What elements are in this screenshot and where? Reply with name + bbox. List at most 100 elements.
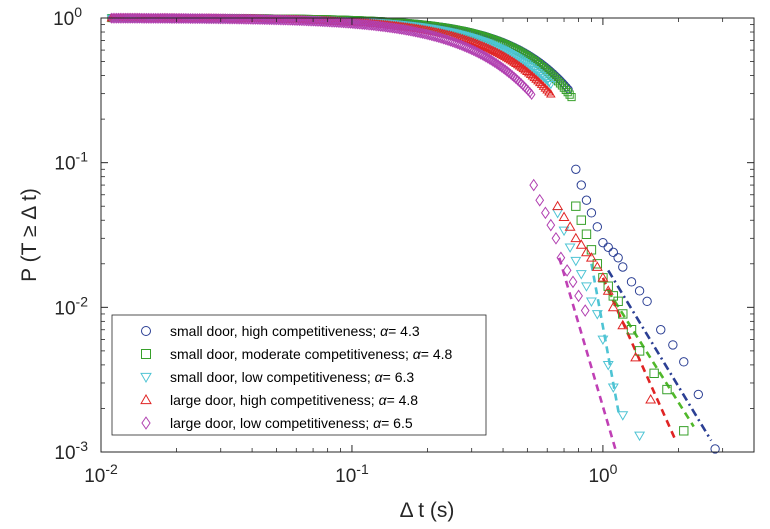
cloud-marker <box>496 60 504 72</box>
cloud-marker <box>476 40 486 49</box>
cloud-marker <box>121 12 130 24</box>
cloud-marker <box>344 17 353 29</box>
data-point-series-2 <box>618 309 628 319</box>
cloud-marker <box>109 12 117 24</box>
data-point-series-2 <box>571 201 581 211</box>
cloud-marker <box>482 51 490 63</box>
cloud-marker <box>341 17 350 29</box>
cloud-marker <box>216 13 225 25</box>
data-point-series-1 <box>586 208 597 218</box>
cloud-marker <box>125 12 133 24</box>
legend-entry-2: small door, moderate competitiveness; α=… <box>170 346 453 362</box>
cloud-marker <box>529 72 540 82</box>
data-point-series-2 <box>613 296 623 307</box>
data-point-series-1 <box>656 325 666 335</box>
data-point-series-3 <box>607 383 619 393</box>
cloud-marker <box>130 12 139 24</box>
cloud-marker <box>505 55 516 64</box>
cloud-marker <box>329 16 337 28</box>
cloud-marker <box>230 13 239 25</box>
x-tick-label: 10-2 <box>84 461 118 487</box>
x-axis-label: Δ t (s) <box>400 499 455 522</box>
cloud-marker <box>497 61 506 73</box>
cloud-marker <box>512 59 523 69</box>
cloud-marker <box>209 13 218 25</box>
cloud-marker <box>300 15 309 27</box>
data-point-series-2 <box>576 215 586 225</box>
cloud-marker <box>149 12 158 24</box>
cloud-marker <box>498 50 508 60</box>
cloud-marker <box>191 12 200 25</box>
cloud-marker <box>147 12 156 24</box>
cloud-marker <box>490 46 501 56</box>
cloud-marker <box>531 74 541 83</box>
cloud-marker <box>220 13 228 25</box>
cloud-marker <box>487 54 496 66</box>
cloud-marker <box>198 13 207 25</box>
cloud-marker <box>128 12 137 24</box>
cloud-marker <box>292 14 300 26</box>
cloud-marker <box>193 13 202 25</box>
cloud-marker <box>123 12 132 24</box>
data-point-series-2 <box>608 291 618 301</box>
data-point-series-2 <box>679 426 689 436</box>
cloud-marker <box>534 77 545 87</box>
fit-line-series-5 <box>558 257 618 453</box>
data-point-series-2 <box>581 229 592 239</box>
data-point-series-4 <box>602 285 614 295</box>
cloud-marker <box>522 66 532 75</box>
cloud-marker <box>156 12 165 24</box>
cloud-marker <box>133 12 142 24</box>
x-tick-label: 10-1 <box>335 461 369 487</box>
cloud-marker <box>307 15 316 27</box>
cloud-marker <box>288 14 297 26</box>
data-point-series-1 <box>598 237 608 248</box>
y-tick-label: 10-3 <box>54 438 88 464</box>
cloud-marker <box>183 12 191 25</box>
data-point-series-1 <box>581 195 592 205</box>
data-point-series-1 <box>642 296 652 307</box>
cloud-marker <box>507 56 518 65</box>
data-point-series-1 <box>693 389 704 400</box>
cloud-marker <box>336 17 344 29</box>
data-point-series-5 <box>568 275 578 289</box>
cloud-marker <box>234 13 242 25</box>
cloud-marker <box>494 48 505 58</box>
data-point-series-2 <box>626 325 637 335</box>
data-point-series-2 <box>592 259 603 269</box>
y-axis-label: P (T ≥ Δ t) <box>18 188 41 282</box>
cloud-marker <box>313 15 321 27</box>
legend-marker-1 <box>141 326 151 336</box>
legend-entry-4: large door, high competitiveness; α= 4.8 <box>170 392 418 408</box>
data-point-series-4 <box>617 319 629 330</box>
cloud-marker <box>485 44 495 53</box>
cloud-marker <box>485 53 494 65</box>
data-point-series-5 <box>529 178 539 192</box>
data-point-series-4 <box>552 200 564 211</box>
data-point-series-2 <box>603 281 613 291</box>
data-point-series-1 <box>592 222 603 232</box>
cloud-marker <box>567 92 576 102</box>
cloud-marker <box>202 13 211 25</box>
cloud-marker <box>536 79 547 88</box>
cloud-marker <box>153 12 161 24</box>
cloud-marker <box>188 12 197 25</box>
cloud-marker <box>503 53 514 63</box>
cloud-marker <box>523 61 534 71</box>
cloud-marker <box>302 15 311 27</box>
cloud-marker <box>499 63 508 75</box>
cloud-marker <box>172 12 181 24</box>
cloud-marker <box>184 12 193 25</box>
cloud-marker <box>204 13 212 25</box>
cloud-marker <box>522 60 532 69</box>
cloud-marker <box>343 17 351 29</box>
cloud-marker <box>316 15 325 28</box>
cloud-marker <box>304 15 313 27</box>
cloud-marker <box>555 79 565 88</box>
data-point-series-5 <box>562 264 572 277</box>
data-point-series-5 <box>556 251 566 265</box>
data-point-series-4 <box>570 232 582 243</box>
cloud-marker <box>327 16 336 28</box>
data-point-series-5 <box>541 206 550 220</box>
cloud-marker <box>563 88 572 97</box>
